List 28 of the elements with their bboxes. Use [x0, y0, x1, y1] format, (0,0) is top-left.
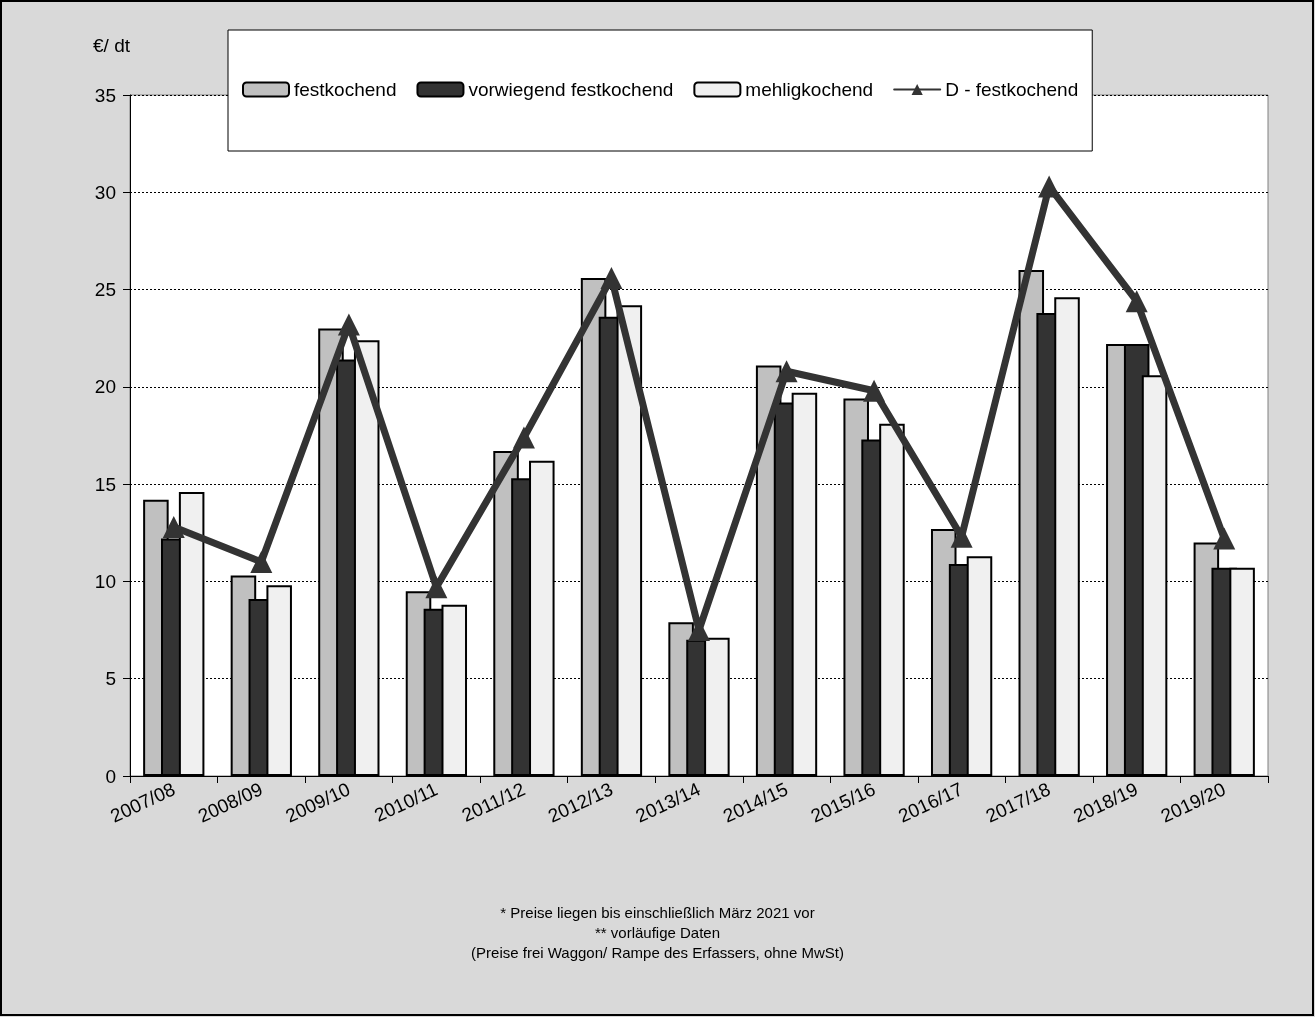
text: (Preise frei Waggon/ Rampe des Erfassers, ohne MwSt) — [471, 944, 844, 961]
point — [775, 360, 798, 383]
point — [1213, 527, 1236, 550]
point — [162, 515, 185, 538]
y-tick-label: 15 — [94, 473, 116, 495]
point — [950, 525, 973, 548]
y-tick-label: 10 — [94, 570, 116, 592]
y-tick-label: 0 — [105, 765, 116, 787]
y-tick-label: 20 — [94, 376, 116, 398]
y-tick-label: 35 — [94, 84, 116, 106]
legend-label: mehligkochend — [745, 79, 874, 100]
point — [250, 550, 273, 573]
point — [1125, 290, 1148, 313]
point — [1038, 175, 1061, 198]
y-axis-title: €/ dt — [93, 35, 131, 56]
legend-label: festkochend — [294, 79, 397, 100]
y-tick-label: 5 — [105, 668, 116, 690]
point — [600, 266, 623, 289]
legend-label: D - festkochend — [945, 79, 1079, 100]
point — [863, 379, 886, 402]
text: ** vorläufige Daten — [594, 924, 721, 941]
y-tick-label: 30 — [94, 181, 116, 203]
point — [337, 313, 360, 336]
text: * Preise liegen bis einschließlich März 2021 vor — [500, 904, 815, 921]
point — [512, 426, 535, 449]
y-tick-label: 25 — [94, 279, 116, 301]
legend-label: vorwiegend festkochend — [468, 79, 674, 100]
point — [425, 576, 448, 599]
